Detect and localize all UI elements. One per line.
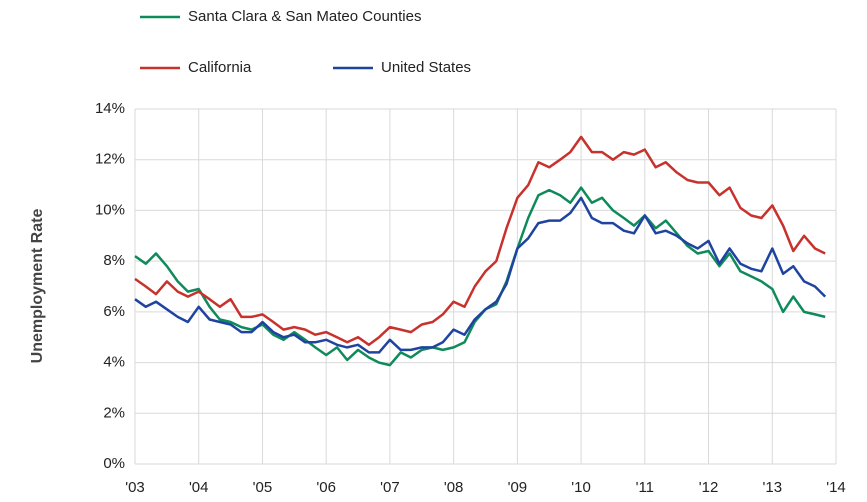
x-tick-label: '12	[699, 479, 719, 496]
series-line	[134, 196, 827, 354]
legend-label: United States	[381, 59, 471, 76]
x-tick-label: '03	[125, 479, 145, 496]
x-tick-label: '11	[636, 479, 654, 496]
series-line	[134, 135, 826, 347]
x-tick-label: '14	[826, 479, 846, 496]
x-tick-label: '04	[189, 479, 209, 496]
y-tick-label: 4%	[103, 354, 125, 371]
y-tick-label: 6%	[103, 303, 125, 320]
y-axis-label: Unemployment Rate	[29, 209, 46, 364]
y-tick-label: 8%	[103, 252, 125, 269]
y-tick-label: 10%	[95, 201, 125, 218]
y-tick-label: 12%	[95, 151, 125, 168]
x-tick-label: '13	[762, 479, 782, 496]
x-tick-label: '07	[380, 479, 400, 496]
y-tick-label: 2%	[103, 404, 125, 421]
x-tick-label: '08	[444, 479, 464, 496]
x-tick-label: '10	[571, 479, 591, 496]
legend-label: California	[188, 59, 252, 76]
y-tick-label: 14%	[95, 100, 125, 117]
x-tick-label: '09	[508, 479, 528, 496]
x-tick-label: '06	[316, 479, 336, 496]
series-line	[134, 186, 826, 367]
y-tick-label: 0%	[103, 455, 125, 472]
legend-label: Santa Clara & San Mateo Counties	[188, 8, 421, 25]
x-tick-label: '05	[253, 479, 273, 496]
